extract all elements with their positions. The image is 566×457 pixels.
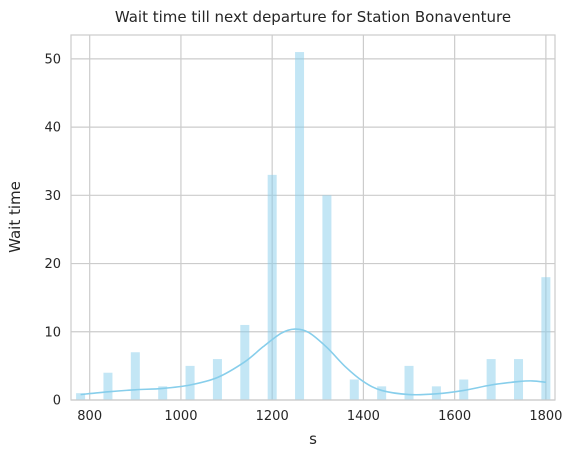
histogram-bar [267,174,277,400]
histogram-bar [514,359,524,400]
plot-frame [70,34,556,401]
x-tick-label: 800 [77,409,102,424]
y-tick-label: 10 [44,325,61,340]
y-axis-label: Wait time [6,181,24,253]
x-tick-label: 1200 [256,409,289,424]
y-tick-labels: 0 10 20 30 40 50 [44,52,61,408]
histogram-bar [541,277,551,400]
x-axis-label: s [309,430,317,448]
x-tick-labels: 800 1000 1200 1400 1600 1800 [77,409,562,424]
histogram-bar [486,359,496,400]
histogram-bar [377,386,387,400]
histogram-bar [185,365,195,400]
chart-title: Wait time till next departure for Statio… [115,8,511,26]
histogram-bar [158,386,168,400]
kde-curve [80,328,546,396]
x-tick-label: 1600 [438,409,471,424]
y-tick-label: 30 [44,189,61,204]
x-tick-label: 1400 [347,409,380,424]
histogram-bar [76,393,86,400]
x-tick-label: 1800 [529,409,562,424]
y-tick-label: 20 [44,257,61,272]
plot-area [71,35,555,400]
y-tick-label: 0 [53,394,61,409]
histogram-bar [404,365,414,400]
histogram-bar [103,372,113,400]
histogram-bar [349,379,359,400]
y-tick-label: 40 [44,121,61,136]
x-tick-label: 1000 [164,409,197,424]
histogram-bar [212,359,222,400]
histogram-bar [295,52,305,400]
histogram-bar [322,195,332,400]
y-tick-label: 50 [44,52,61,67]
histogram-bar [130,352,140,400]
